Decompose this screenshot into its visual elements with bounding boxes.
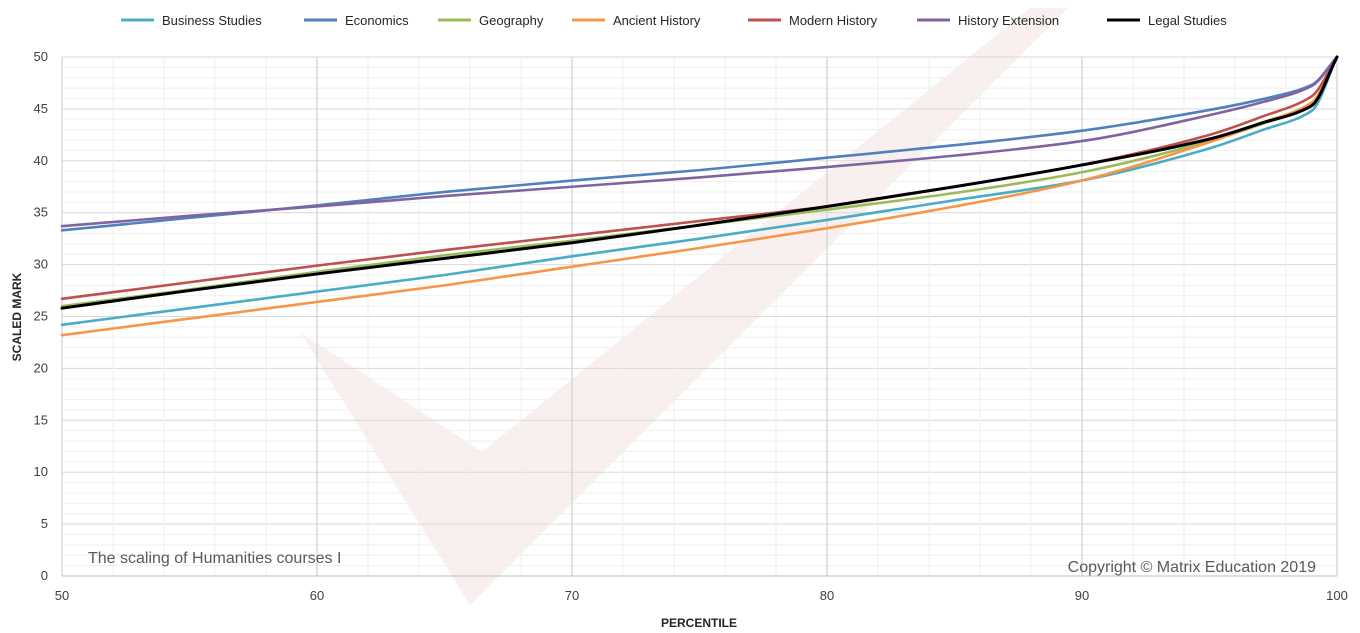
axes: 0 5 10 15 20 25 30 35 40 45 50 50 60 70 80 90 100	[34, 49, 1348, 603]
y-tick-label: 20	[34, 360, 48, 375]
series-line-business-studies	[60, 55, 1339, 327]
legend: Business Studies Economics Geography Ancien…	[121, 13, 1227, 28]
copyright-note: Copyright © Matrix Education 2019	[1068, 559, 1316, 576]
y-tick-label: 15	[34, 412, 48, 427]
x-tick-label: 60	[310, 588, 324, 603]
x-axis-title: PERCENTILE	[661, 616, 737, 630]
y-tick-label: 50	[34, 49, 48, 64]
y-tick-label: 40	[34, 153, 48, 168]
y-tick-label: 35	[34, 205, 48, 220]
y-tick-label: 30	[34, 257, 48, 272]
y-tick-label: 10	[34, 464, 48, 479]
grid-lines	[61, 56, 1338, 577]
y-axis-title: SCALED MARK	[10, 272, 24, 361]
x-tick-label: 90	[1075, 588, 1089, 603]
x-tick-label: 80	[820, 588, 834, 603]
chart-note-left: The scaling of Humanities courses I	[88, 550, 341, 567]
legend-label-legal-studies: Legal Studies	[1148, 13, 1227, 28]
series-line-history-extension	[60, 55, 1339, 228]
legend-label-modern-history: Modern History	[789, 13, 878, 28]
legend-label-geography: Geography	[479, 13, 544, 28]
legend-label-economics: Economics	[345, 13, 409, 28]
series-line-economics	[60, 55, 1339, 232]
series-line-legal-studies	[60, 55, 1339, 310]
series-lines	[60, 55, 1339, 337]
series-line-ancient-history	[60, 55, 1339, 337]
y-tick-label: 5	[41, 516, 48, 531]
legend-label-business-studies: Business Studies	[162, 13, 262, 28]
y-tick-label: 45	[34, 101, 48, 116]
x-tick-label: 70	[565, 588, 579, 603]
y-tick-label: 25	[34, 309, 48, 324]
x-tick-label: 50	[55, 588, 69, 603]
x-tick-label: 100	[1326, 588, 1348, 603]
legend-label-history-extension: History Extension	[958, 13, 1059, 28]
legend-label-ancient-history: Ancient History	[613, 13, 701, 28]
y-tick-label: 0	[41, 568, 48, 583]
